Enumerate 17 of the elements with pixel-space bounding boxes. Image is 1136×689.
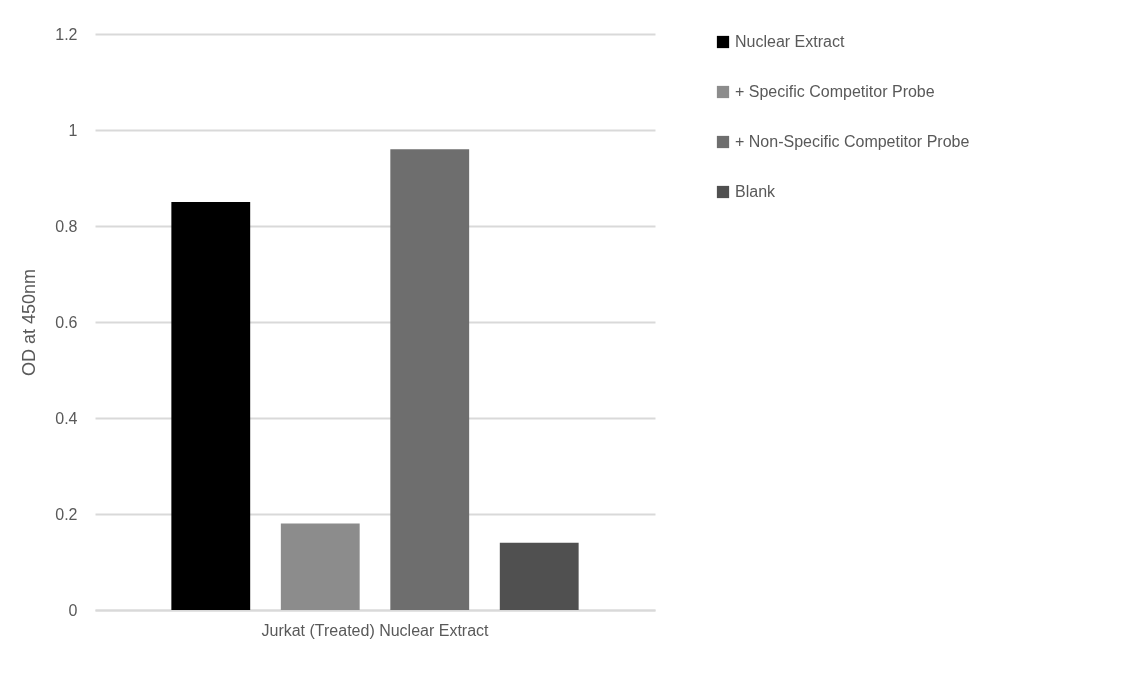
bar [171, 202, 251, 610]
legend-label: Nuclear Extract [735, 33, 845, 50]
y-tick-label: 0 [68, 601, 78, 619]
y-axis-title: OD at 450nm [19, 268, 40, 377]
bar [499, 542, 579, 610]
y-tick-label: 0.8 [55, 217, 78, 235]
legend-label: Blank [735, 183, 777, 200]
y-tick-label: 0.6 [55, 313, 78, 331]
legend-label: + Non-Specific Competitor Probe [735, 133, 970, 150]
y-tick-label: 1.2 [55, 25, 78, 43]
y-tick-label: 0.4 [55, 409, 78, 427]
legend-label: + Specific Competitor Probe [735, 83, 935, 100]
x-tick-label: Jurkat (Treated) Nuclear Extract [261, 621, 490, 639]
bar [280, 523, 360, 610]
y-tick-label: 0.2 [55, 505, 78, 523]
y-tick-label: 1 [68, 121, 78, 139]
bar [390, 149, 470, 610]
